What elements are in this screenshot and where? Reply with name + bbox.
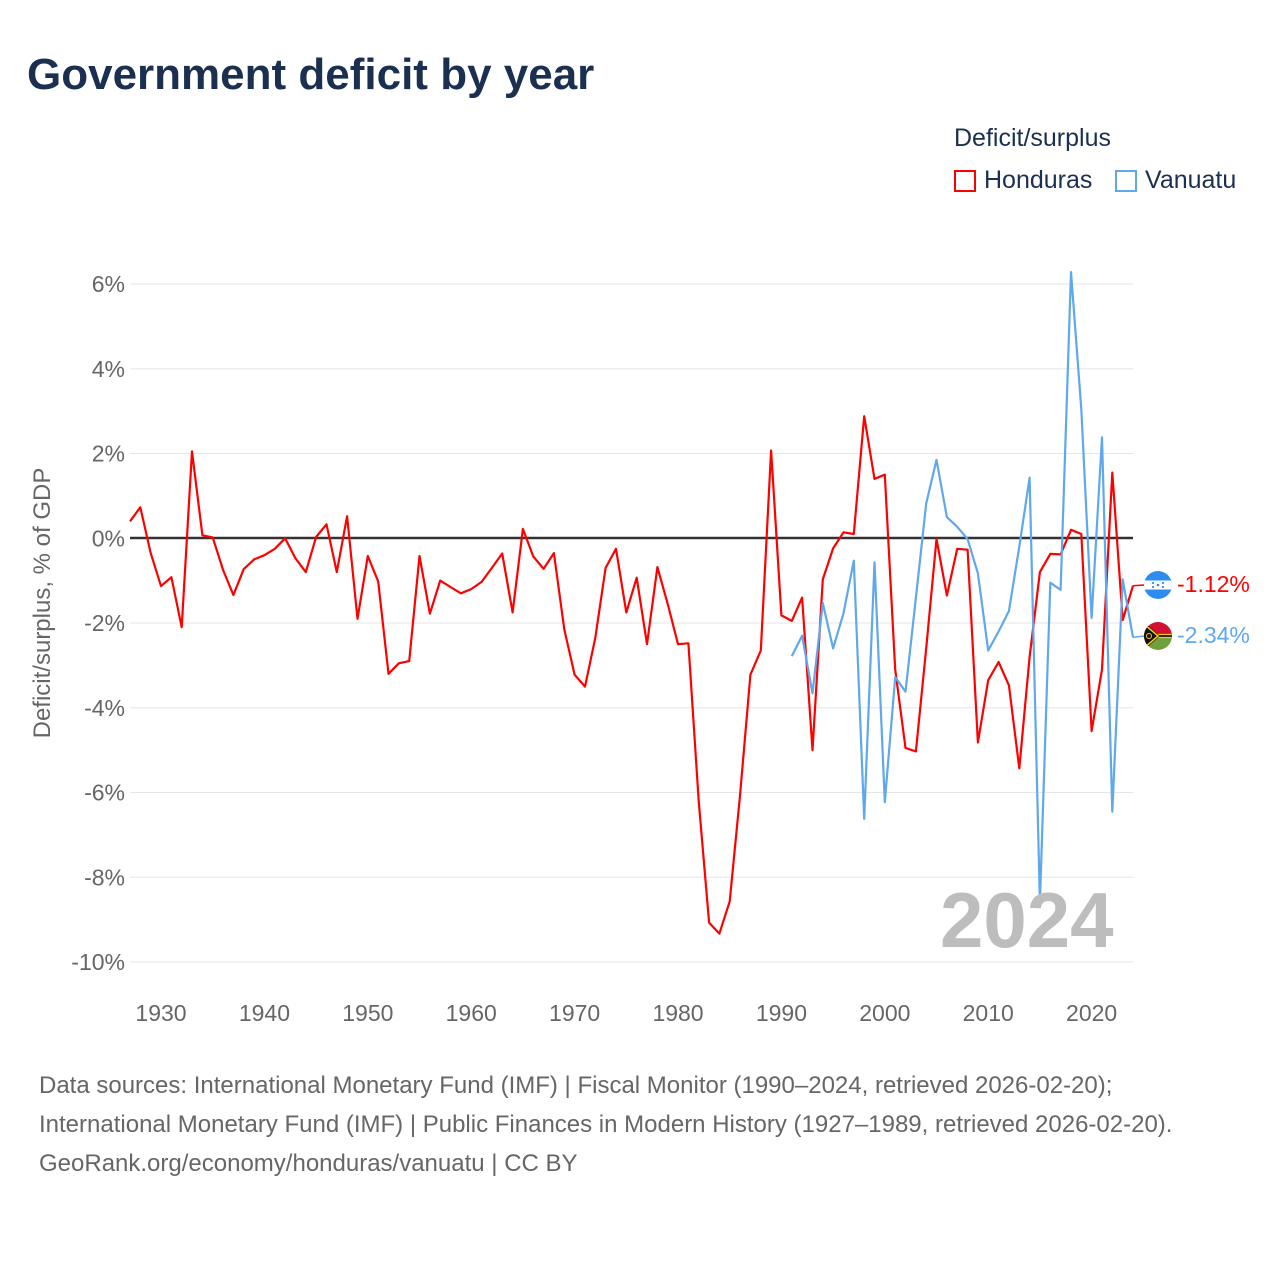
legend-swatch-vanuatu bbox=[1115, 169, 1137, 192]
x-tick-label: 1960 bbox=[446, 1000, 497, 1026]
x-tick-label: 2020 bbox=[1066, 1000, 1117, 1026]
end-label-honduras: -1.12% bbox=[1177, 571, 1250, 597]
chart-title: Government deficit by year bbox=[27, 50, 595, 99]
legend-swatch-honduras bbox=[954, 169, 976, 192]
y-tick-label: -8% bbox=[84, 864, 125, 890]
line-chart: 6% 4% 2% 0% -2% -4% -6% -8% -10% 1930 1940 1950 196… bbox=[29, 271, 1250, 1026]
y-tick-label: 0% bbox=[92, 525, 125, 551]
footer: Data sources: International Monetary Fun… bbox=[39, 1066, 1239, 1183]
y-tick-label: -10% bbox=[71, 949, 125, 975]
x-tick-label: 1970 bbox=[549, 1000, 600, 1026]
x-tick-label: 2000 bbox=[859, 1000, 910, 1026]
y-tick-labels: 6% 4% 2% 0% -2% -4% -6% -8% -10% bbox=[71, 271, 125, 975]
credit-link[interactable]: GeoRank.org/economy/honduras/vanuatu | C… bbox=[39, 1150, 578, 1177]
y-tick-label: 4% bbox=[92, 356, 125, 382]
y-axis-title: Deficit/surplus, % of GDP bbox=[29, 468, 56, 739]
y-tick-label: -4% bbox=[84, 695, 125, 721]
x-tick-label: 1980 bbox=[652, 1000, 703, 1026]
data-sources: Data sources: International Monetary Fun… bbox=[39, 1072, 1173, 1138]
series-line-vanuatu[interactable] bbox=[790, 271, 1135, 904]
y-tick-label: -2% bbox=[84, 610, 125, 636]
x-tick-label: 1930 bbox=[135, 1000, 186, 1026]
legend-title: Deficit/surplus bbox=[954, 124, 1111, 152]
end-label-vanuatu: -2.34% bbox=[1177, 622, 1250, 648]
end-connector bbox=[1132, 635, 1145, 639]
y-tick-label: 2% bbox=[92, 441, 125, 467]
gridlines bbox=[130, 283, 1133, 963]
series-line-honduras[interactable] bbox=[129, 415, 1135, 935]
x-tick-label: 1990 bbox=[756, 1000, 807, 1026]
end-connector bbox=[1132, 584, 1145, 587]
legend-label: Honduras bbox=[984, 166, 1093, 194]
y-tick-label: -6% bbox=[84, 780, 125, 806]
x-tick-label: 1950 bbox=[342, 1000, 393, 1026]
legend-item-honduras[interactable]: Honduras bbox=[954, 166, 1092, 195]
legend-item-vanuatu[interactable]: Vanuatu bbox=[1115, 166, 1236, 195]
x-tick-label: 1940 bbox=[239, 1000, 290, 1026]
legend-label: Vanuatu bbox=[1145, 166, 1237, 194]
year-watermark: 2024 bbox=[940, 876, 1114, 964]
honduras-flag-icon bbox=[1144, 571, 1172, 599]
y-tick-label: 6% bbox=[92, 271, 125, 297]
x-tick-label: 2010 bbox=[963, 1000, 1014, 1026]
vanuatu-flag-icon bbox=[1144, 622, 1172, 650]
x-tick-labels: 1930 1940 1950 1960 1970 1980 1990 2000 2010 2020 bbox=[135, 1000, 1117, 1026]
